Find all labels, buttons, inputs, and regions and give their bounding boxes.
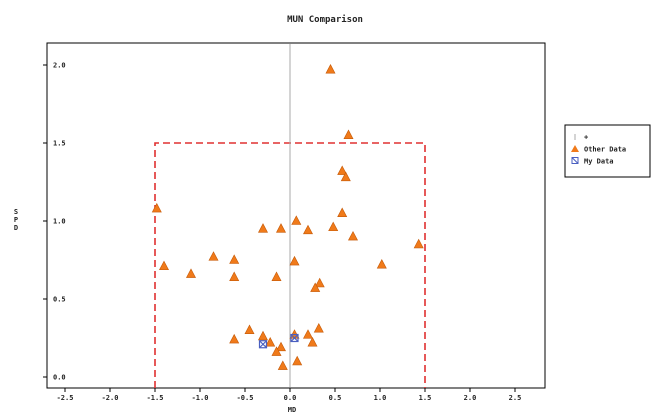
x-tick-label: -2.0	[102, 394, 119, 402]
data-point-other	[276, 223, 286, 233]
data-point-other	[229, 271, 240, 281]
x-tick-label: 2.5	[509, 394, 522, 402]
data-point-other	[229, 333, 240, 344]
data-point-other	[244, 324, 255, 335]
data-point-other	[376, 259, 387, 269]
y-tick-label: 1.5	[53, 140, 66, 148]
y-tick: 1.5	[43, 140, 66, 148]
legend-label: +	[584, 134, 588, 142]
data-point-other	[303, 329, 313, 339]
x-tick-label: 1.5	[419, 394, 432, 402]
y-tick: 1.0	[43, 218, 66, 226]
x-tick-label: 0.0	[284, 394, 297, 402]
legend-label: My Data	[584, 158, 614, 166]
x-tick: -1.5	[147, 388, 164, 402]
data-point-other	[277, 360, 288, 370]
data-point-other	[291, 215, 302, 225]
legend-item: +	[574, 134, 588, 142]
x-tick: 0.0	[284, 388, 297, 402]
legend-swatch	[571, 145, 579, 152]
data-point-other	[208, 251, 219, 261]
x-tick: 2.5	[509, 388, 522, 402]
data-point-other	[325, 64, 336, 74]
data-point-other	[337, 165, 348, 175]
data-point-other	[348, 230, 358, 241]
data-point-other	[337, 207, 348, 217]
data-marks	[151, 44, 424, 387]
x-tick: -1.0	[192, 388, 209, 402]
x-tick: 2.0	[464, 388, 477, 402]
data-point-other	[258, 223, 268, 233]
data-point-other	[276, 341, 286, 352]
y-tick-label: 0.5	[53, 296, 66, 304]
y-tick-label: 0.0	[53, 374, 66, 382]
data-point-other	[314, 277, 325, 288]
plot-area	[46, 42, 546, 389]
axis-layer: -2.5 -2.0 -1.5 -1.0 -0.5 0.0 0.5 1.0 1.5 2.0 2.5 0.…	[43, 62, 522, 402]
data-point-other	[413, 238, 424, 249]
x-tick: -2.0	[102, 388, 119, 402]
y-tick-label: 1.0	[53, 218, 66, 226]
legend-swatch	[571, 157, 579, 164]
data-point-other	[307, 337, 318, 347]
legend-item: My Data	[571, 157, 614, 166]
data-point-other	[151, 202, 162, 213]
data-point-other	[313, 322, 324, 333]
legend-box	[564, 124, 651, 178]
data-point-other	[186, 268, 196, 278]
data-point-other	[265, 337, 276, 347]
x-tick: 1.5	[419, 388, 432, 402]
data-point-mine	[290, 333, 299, 343]
data-point-other	[328, 221, 339, 232]
x-tick-label: -1.0	[192, 394, 209, 402]
chart-title: MUN Comparison	[287, 14, 363, 25]
legend-label: Other Data	[584, 146, 626, 154]
y-tick: 0.5	[43, 296, 66, 304]
x-tick: -0.5	[237, 388, 254, 402]
data-point-other	[271, 346, 282, 356]
y-tick: 0.0	[43, 374, 66, 382]
data-point-other	[343, 129, 354, 139]
x-tick-label: -2.5	[57, 394, 74, 402]
x-axis-label: MD	[288, 406, 296, 414]
data-point-other	[292, 355, 303, 366]
x-tick-label: 0.5	[329, 394, 342, 402]
x-tick-label: -0.5	[237, 394, 254, 402]
data-point-other	[159, 260, 169, 271]
x-tick-label: 2.0	[464, 394, 477, 402]
legend: + Other Data My Data	[571, 134, 626, 166]
data-point-mine	[258, 340, 268, 349]
data-point-other	[303, 224, 313, 235]
data-point-other	[310, 282, 321, 292]
data-point-other	[289, 255, 300, 266]
x-tick: 1.0	[374, 388, 387, 402]
x-tick-label: -1.5	[147, 394, 164, 402]
data-point-other	[258, 330, 268, 341]
x-tick: 0.5	[329, 388, 342, 402]
y-tick-label: 2.0	[53, 62, 66, 70]
x-tick-label: 1.0	[374, 394, 387, 402]
data-point-other	[271, 271, 282, 281]
data-point-other	[229, 254, 240, 264]
legend-item: Other Data	[571, 145, 626, 154]
y-tick: 2.0	[43, 62, 66, 70]
x-tick: -2.5	[57, 388, 74, 402]
data-point-other	[340, 171, 351, 182]
